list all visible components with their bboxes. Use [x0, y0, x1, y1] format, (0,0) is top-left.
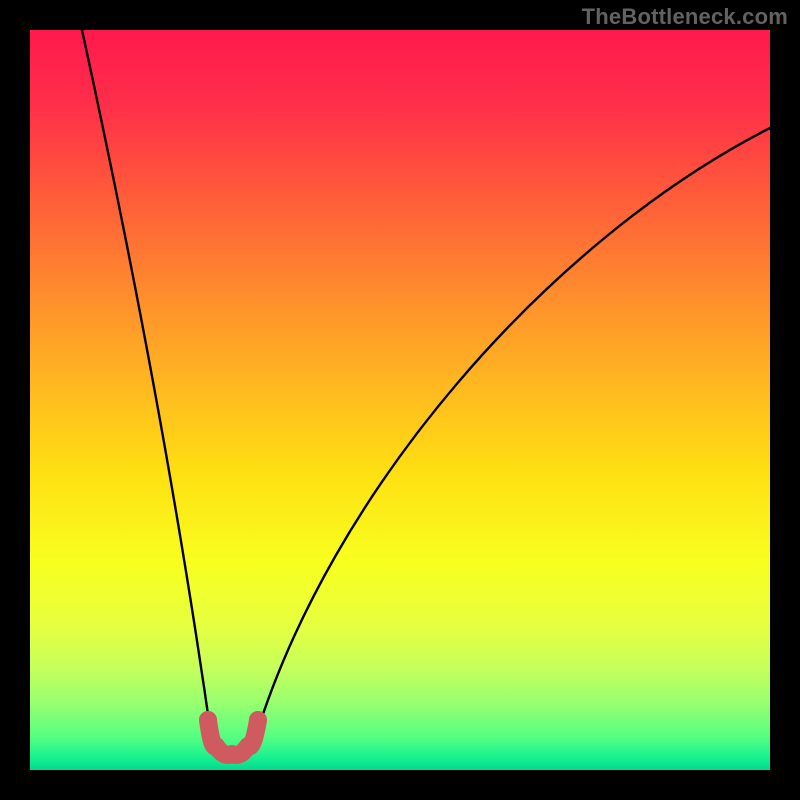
- bottleneck-chart-svg: [30, 30, 770, 770]
- plot-area: [30, 30, 770, 770]
- highlight-end-dot: [249, 711, 267, 729]
- watermark-text: TheBottleneck.com: [582, 4, 788, 30]
- gradient-background: [30, 30, 770, 770]
- chart-frame: TheBottleneck.com: [0, 0, 800, 800]
- highlight-start-dot: [199, 711, 217, 729]
